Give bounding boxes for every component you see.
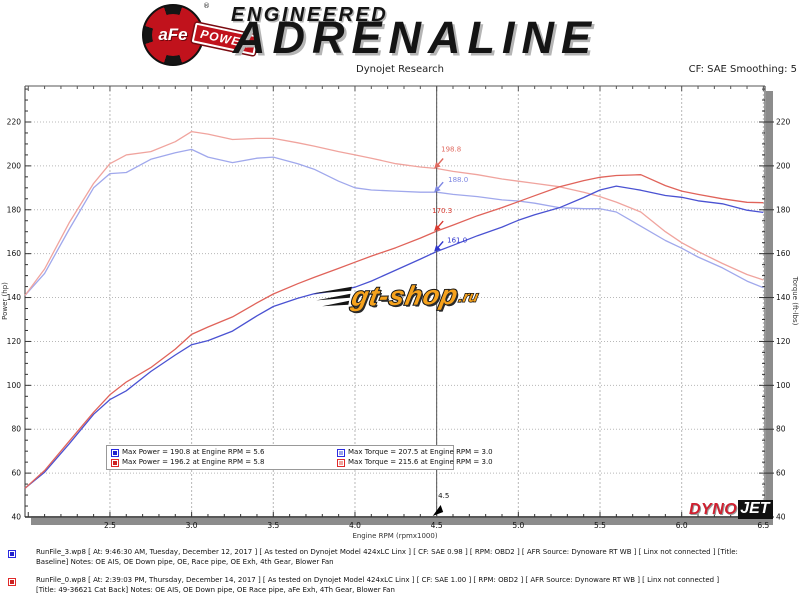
registered-mark: ® [203,2,210,10]
legend-entry-label: Max Power = 196.2 at Engine RPM = 5.8 [122,458,265,466]
axis-tick-label: 100 [7,381,22,390]
axis-tick-label: 60 [11,469,21,478]
chart-title: Dynojet Research [356,64,444,75]
plot-border [24,85,766,518]
baseline-power-marker-icon [111,448,119,457]
axis-tick-label: 160 [7,249,22,258]
axis-tick-label: 180 [776,205,791,214]
axis-tick-label: 5.0 [512,521,524,530]
axis-tick-label: 2.5 [104,521,116,530]
gridlines [25,86,765,517]
axis-tick-label: 140 [7,293,22,302]
curve-baseline-torque [24,148,764,296]
axis-tick-label: 5.5 [594,521,606,530]
header-title-engineered: ENGINEERED [231,4,389,26]
annotation-value-label: 188.0 [448,176,468,184]
curve-baseline-power [24,185,764,489]
dynojet-logo-jet: JET [738,500,773,519]
axis-tick-label: 4.5 [431,521,443,530]
axis-tick-label: 220 [7,117,22,126]
axis-tick-label: 4.0 [349,521,361,530]
axis-tick-label: 220 [776,117,791,126]
axis-tick-label: 6.0 [676,521,688,530]
annotation-value-label: 170.3 [432,207,452,215]
axis-labels: 40 40 60 60 80 80 100 100 120 120 140 140 160 160 180 1… [1,117,799,540]
axis-tick-label: 200 [776,161,791,170]
run-file-row-catback: RunFile_0.wp8 [ At: 2:39:03 PM, Thursday… [8,576,794,595]
run-file-description: RunFile_3.wp8 [ At: 9:46:30 AM, Tuesday,… [36,548,792,567]
watermark-suffix: .ru [456,288,480,307]
watermark-text: gt-shop [348,279,462,313]
dynojet-logo-dyno: DYNO [689,500,738,518]
axis-tick-label: 140 [776,293,791,302]
cursor-pointer-icon[interactable] [432,505,444,516]
legend-entry-label: Max Torque = 215.6 at Engine RPM = 3.0 [348,458,493,466]
cursor-annotations: 198.8 188.0 170.3 161.0 [432,146,468,252]
run-file-row-baseline: RunFile_3.wp8 [ At: 9:46:30 AM, Tuesday,… [8,548,794,567]
watermark-swoosh-icon [312,286,352,306]
axis-tick-label: 160 [776,249,791,258]
run-file-line: RunFile_3.wp8 [ At: 9:46:30 AM, Tuesday,… [36,548,738,556]
smoothing-setting-label: CF: SAE Smoothing: 5 [688,64,797,75]
axis-tick-label: 60 [776,469,786,478]
axis-tick-label: 3.5 [267,521,279,530]
axis-tick-label: 40 [776,513,786,522]
legend-entry-catback-power: Max Power = 196.2 at Engine RPM = 5.8 [111,458,331,467]
legend-entry-label: Max Torque = 207.5 at Engine RPM = 3.0 [348,448,493,456]
gt-shop-watermark: gt-shop .ru [309,279,482,314]
run-file-line: Baseline] Notes: OE AIS, OE Down pipe, O… [36,557,334,566]
header-title-adrenaline: ADRENALINE [233,12,599,63]
plot-shadow [31,91,773,525]
axis-tick-label: 200 [7,161,22,170]
legend-entry-label: Max Power = 190.8 at Engine RPM = 5.6 [122,448,265,456]
axis-tick-label: 120 [776,337,791,346]
axis-tick-label: 3.0 [186,521,198,530]
annotation-value-label: 198.8 [441,146,461,154]
curves [24,130,764,489]
catback-power-marker-icon [111,458,119,467]
legend-entry-catback-torque: Max Torque = 215.6 at Engine RPM = 3.0 [337,458,493,467]
axis-tick-label: 40 [11,513,21,522]
legend-entry-baseline-torque: Max Torque = 207.5 at Engine RPM = 3.0 [337,448,493,457]
max-values-legend: Max Power = 190.8 at Engine RPM = 5.6 Ma… [106,445,493,470]
axis-tick-label: Engine RPM (rpmx1000) [352,532,437,540]
annotation-value-label: 161.0 [447,236,467,244]
curve-catback-torque [24,130,764,296]
axis-tick-label: 120 [7,337,22,346]
curve-catback-power [24,174,764,489]
axis-tick-label: 80 [776,425,786,434]
catback-run-marker-icon [8,578,16,586]
run-file-line: RunFile_0.wp8 [ At: 2:39:03 PM, Thursday… [36,576,720,584]
axis-tick-label: 180 [7,205,22,214]
run-file-description: RunFile_0.wp8 [ At: 2:39:03 PM, Thursday… [36,576,792,595]
legend-entry-baseline-power: Max Power = 190.8 at Engine RPM = 5.6 [111,448,331,457]
axis-tick-label: 100 [776,381,791,390]
afe-logo-text: aFe [152,14,194,56]
dynojet-logo: DYNO JET [689,500,773,519]
baseline-run-marker-icon [8,550,16,558]
catback-torque-marker-icon [337,458,345,467]
axis-tick-label: 6.5 [757,521,769,530]
baseline-torque-marker-icon [337,448,345,457]
axis-tick-label: Torque (ft-lbs) [791,276,799,326]
run-file-line: [Title: 49-36621 Cat Back] Notes: OE AIS… [36,585,395,594]
axis-tick-label: 4.5 [438,492,449,500]
axis-tick-label: Power (hp) [1,282,9,320]
axis-ticks [25,86,774,518]
axis-tick-label: 80 [11,425,21,434]
